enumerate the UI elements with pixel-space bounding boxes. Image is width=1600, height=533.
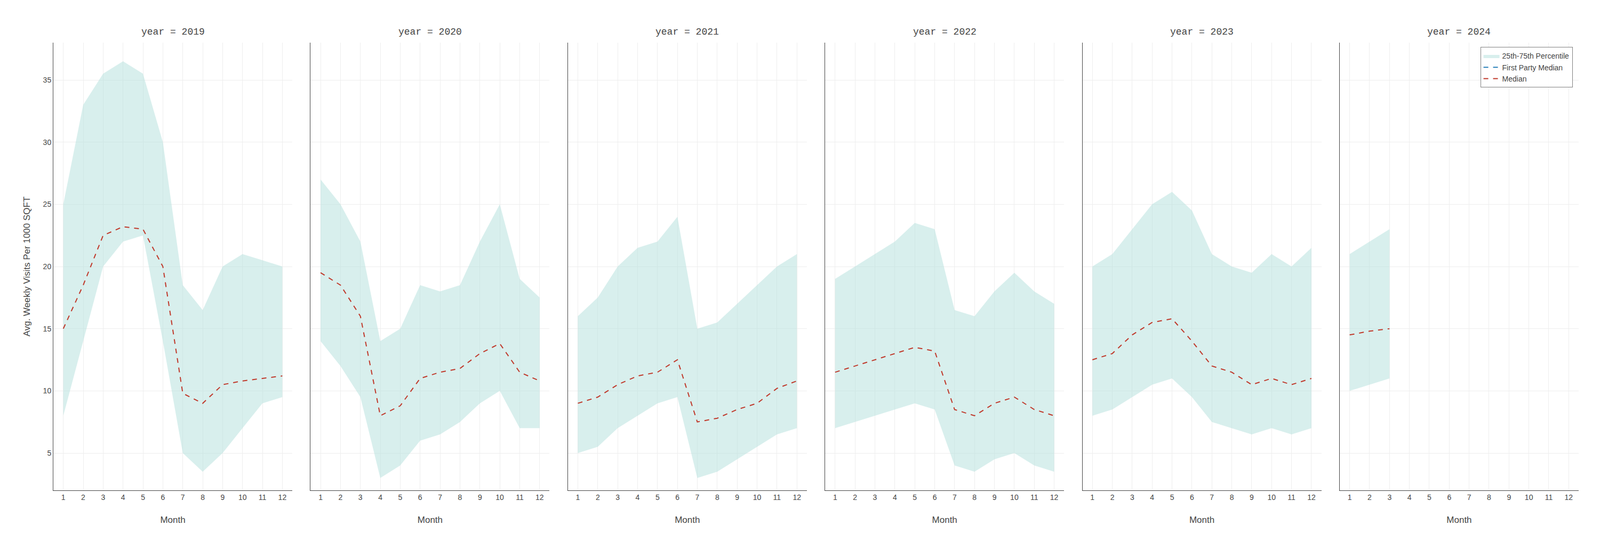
svg-text:8: 8 — [458, 493, 463, 502]
svg-text:11: 11 — [515, 493, 524, 502]
svg-text:10: 10 — [1010, 493, 1019, 502]
svg-text:2: 2 — [1367, 493, 1372, 502]
svg-text:10: 10 — [43, 386, 52, 396]
svg-text:year = 2023: year = 2023 — [1170, 26, 1234, 38]
svg-text:10: 10 — [1267, 493, 1276, 502]
svg-text:4: 4 — [892, 493, 898, 502]
svg-text:2: 2 — [1110, 493, 1115, 502]
svg-text:3: 3 — [358, 493, 363, 502]
svg-text:Month: Month — [932, 515, 958, 526]
svg-text:3: 3 — [615, 493, 620, 502]
svg-text:1: 1 — [833, 493, 838, 502]
svg-text:6: 6 — [418, 493, 423, 502]
svg-text:2: 2 — [852, 493, 858, 502]
svg-text:8: 8 — [200, 493, 205, 502]
svg-text:4: 4 — [121, 493, 126, 502]
svg-text:2: 2 — [595, 493, 600, 502]
svg-text:12: 12 — [535, 493, 544, 502]
svg-text:5: 5 — [655, 493, 660, 502]
svg-text:7: 7 — [180, 493, 186, 502]
svg-text:10: 10 — [753, 493, 762, 502]
svg-text:7: 7 — [1467, 493, 1472, 502]
svg-text:35: 35 — [43, 75, 52, 85]
svg-text:9: 9 — [1249, 493, 1254, 502]
svg-text:1: 1 — [576, 493, 581, 502]
svg-text:Month: Month — [674, 515, 700, 526]
svg-text:1: 1 — [1090, 493, 1095, 502]
svg-text:6: 6 — [1446, 493, 1452, 502]
svg-text:25th-75th Percentile: 25th-75th Percentile — [1502, 51, 1570, 61]
svg-text:30: 30 — [43, 138, 52, 147]
svg-text:4: 4 — [635, 493, 640, 502]
svg-text:Avg. Weekly Visits Per 1000 SQ: Avg. Weekly Visits Per 1000 SQFT — [21, 196, 32, 338]
svg-text:9: 9 — [220, 493, 225, 502]
svg-text:12: 12 — [1050, 493, 1059, 502]
svg-text:3: 3 — [1130, 493, 1135, 502]
svg-text:6: 6 — [160, 493, 165, 502]
svg-text:year = 2020: year = 2020 — [398, 26, 462, 38]
svg-text:5: 5 — [1170, 493, 1175, 502]
svg-text:Month: Month — [1189, 515, 1215, 526]
svg-text:1: 1 — [318, 493, 323, 502]
svg-text:11: 11 — [258, 493, 267, 502]
svg-text:1: 1 — [61, 493, 66, 502]
svg-text:11: 11 — [1287, 493, 1296, 502]
svg-text:6: 6 — [675, 493, 680, 502]
svg-text:7: 7 — [952, 493, 957, 502]
svg-text:2: 2 — [81, 493, 86, 502]
svg-text:8: 8 — [1229, 493, 1235, 502]
svg-text:6: 6 — [1189, 493, 1195, 502]
svg-text:Median: Median — [1502, 74, 1527, 84]
svg-text:7: 7 — [695, 493, 700, 502]
svg-text:8: 8 — [1486, 493, 1492, 502]
svg-text:12: 12 — [278, 493, 287, 502]
svg-text:2: 2 — [338, 493, 343, 502]
svg-text:year = 2022: year = 2022 — [913, 26, 977, 38]
svg-text:5: 5 — [398, 493, 403, 502]
svg-text:15: 15 — [43, 324, 52, 334]
svg-text:25: 25 — [43, 200, 52, 209]
svg-text:5: 5 — [912, 493, 917, 502]
svg-text:5: 5 — [1427, 493, 1432, 502]
svg-text:12: 12 — [1564, 493, 1574, 502]
svg-text:11: 11 — [1030, 493, 1039, 502]
svg-text:4: 4 — [1407, 493, 1412, 502]
svg-text:Month: Month — [160, 515, 186, 526]
svg-text:12: 12 — [792, 493, 802, 502]
svg-text:11: 11 — [1545, 493, 1554, 502]
svg-text:7: 7 — [437, 493, 443, 502]
svg-text:11: 11 — [773, 493, 782, 502]
svg-text:3: 3 — [873, 493, 878, 502]
svg-text:year = 2019: year = 2019 — [141, 26, 205, 38]
svg-text:5: 5 — [46, 449, 52, 458]
svg-text:3: 3 — [100, 493, 106, 502]
svg-text:Month: Month — [1446, 515, 1472, 526]
svg-text:First Party Median: First Party Median — [1502, 63, 1564, 72]
svg-text:1: 1 — [1347, 493, 1352, 502]
svg-text:6: 6 — [932, 493, 938, 502]
svg-text:8: 8 — [715, 493, 720, 502]
svg-text:9: 9 — [734, 493, 740, 502]
svg-text:12: 12 — [1307, 493, 1316, 502]
svg-text:10: 10 — [1524, 493, 1534, 502]
svg-text:4: 4 — [1149, 493, 1155, 502]
svg-text:4: 4 — [378, 493, 383, 502]
svg-text:year = 2024: year = 2024 — [1427, 26, 1491, 38]
svg-text:3: 3 — [1387, 493, 1392, 502]
svg-text:9: 9 — [992, 493, 997, 502]
svg-text:10: 10 — [495, 493, 504, 502]
svg-text:10: 10 — [238, 493, 247, 502]
svg-text:9: 9 — [477, 493, 483, 502]
svg-text:5: 5 — [140, 493, 146, 502]
svg-text:year = 2021: year = 2021 — [655, 26, 719, 38]
svg-text:9: 9 — [1506, 493, 1511, 502]
svg-text:20: 20 — [43, 262, 52, 271]
svg-text:7: 7 — [1209, 493, 1214, 502]
svg-text:8: 8 — [972, 493, 977, 502]
svg-text:Month: Month — [417, 515, 443, 526]
